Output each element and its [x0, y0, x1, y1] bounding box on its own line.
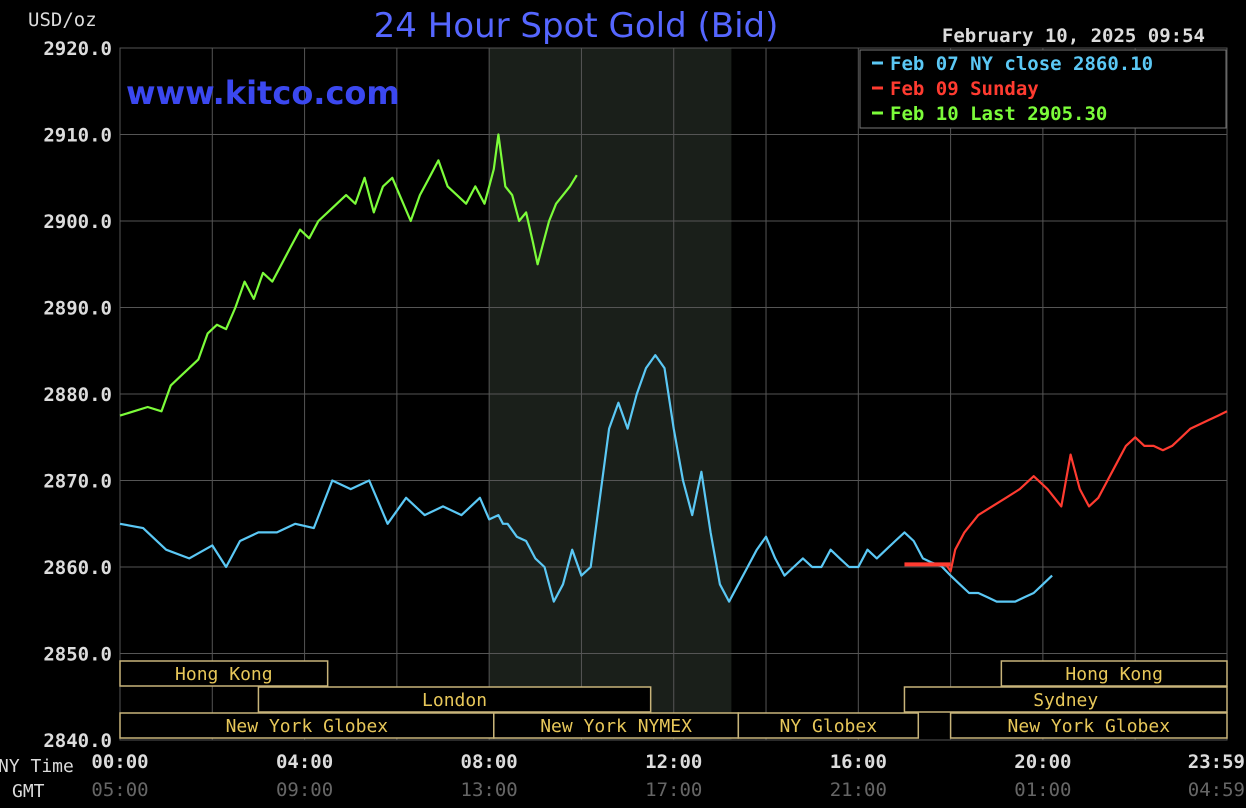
- x-tick-label-gmt: 05:00: [91, 779, 148, 801]
- x-tick-label-ny: 00:00: [91, 751, 148, 773]
- x-tick-label-ny: 12:00: [645, 751, 702, 773]
- y-tick-label: 2900.0: [43, 211, 112, 233]
- x-row-label-gmt: GMT: [12, 781, 45, 802]
- legend-box: [859, 49, 1227, 129]
- x-tick-label-gmt: 17:00: [645, 779, 702, 801]
- y-tick-label: 2880.0: [43, 384, 112, 406]
- session-layer: Hong Kong London New York Globex New York N…: [119, 660, 1228, 739]
- grid-layer: [119, 47, 1228, 741]
- y-tick-label: 2850.0: [43, 644, 112, 666]
- timestamp: February 10, 2025 09:54: [942, 25, 1205, 47]
- legend-entry-feb10: Feb 10 Last 2905.30: [890, 103, 1107, 125]
- x-tick-label-ny: 08:00: [461, 751, 518, 773]
- x-tick-label-gmt: 01:00: [1014, 779, 1071, 801]
- session-label: NY Globex: [780, 716, 878, 737]
- y-tick-label: 2920.0: [43, 38, 112, 60]
- y-tick-label: 2840.0: [43, 730, 112, 752]
- session-bar: [119, 660, 329, 687]
- session-bar: [903, 686, 1228, 713]
- series-line-0: [119, 354, 1053, 603]
- plot-frame: [119, 47, 1228, 741]
- legend-entry-feb09: Feb 09 Sunday: [890, 78, 1039, 100]
- session-label: Hong Kong: [175, 664, 273, 685]
- y-tick-label: 2910.0: [43, 125, 112, 147]
- series-layer: [119, 133, 1228, 603]
- chart-title: 24 Hour Spot Gold (Bid): [374, 6, 779, 46]
- x-tick-label-ny: 20:00: [1014, 751, 1071, 773]
- session-label: Sydney: [1033, 690, 1098, 711]
- x-row-label-ny: NY Time: [0, 756, 74, 777]
- y-tick-label: 2860.0: [43, 557, 112, 579]
- series-line-2: [119, 133, 578, 417]
- x-tick-label-ny: 16:00: [830, 751, 887, 773]
- session-label: New York Globex: [1008, 716, 1171, 737]
- session-label: Hong Kong: [1065, 664, 1163, 685]
- axis-layer: 2920.0 2910.0 2900.0 2890.0 2880.0 2870.0 2860…: [43, 38, 1245, 801]
- y-tick-label: 2870.0: [43, 471, 112, 493]
- x-tick-label-gmt: 04:59: [1188, 779, 1245, 801]
- session-bar: [119, 712, 495, 739]
- x-tick-label-gmt: 13:00: [461, 779, 518, 801]
- x-tick-label-gmt: 09:00: [276, 779, 333, 801]
- watermark: www.kitco.com: [126, 74, 400, 112]
- legend: Feb 07 NY close 2860.10 Feb 09 Sunday Fe…: [859, 49, 1227, 129]
- x-tick-label-gmt: 21:00: [830, 779, 887, 801]
- session-label: New York Globex: [226, 716, 389, 737]
- legend-entry-feb07: Feb 07 NY close 2860.10: [890, 53, 1153, 75]
- unit-label: USD/oz: [28, 9, 97, 31]
- x-tick-label-ny: 23:59: [1188, 751, 1245, 773]
- session-bar: [1000, 660, 1228, 687]
- session-bar: [737, 712, 920, 739]
- session-bar: [493, 712, 740, 739]
- y-tick-label: 2890.0: [43, 298, 112, 320]
- session-bar: [257, 686, 652, 713]
- x-tick-label-ny: 04:00: [276, 751, 333, 773]
- session-bar: [949, 712, 1228, 739]
- session-label: New York NYMEX: [540, 716, 692, 737]
- series-line-1: [904, 410, 1228, 573]
- session-label: London: [422, 690, 487, 711]
